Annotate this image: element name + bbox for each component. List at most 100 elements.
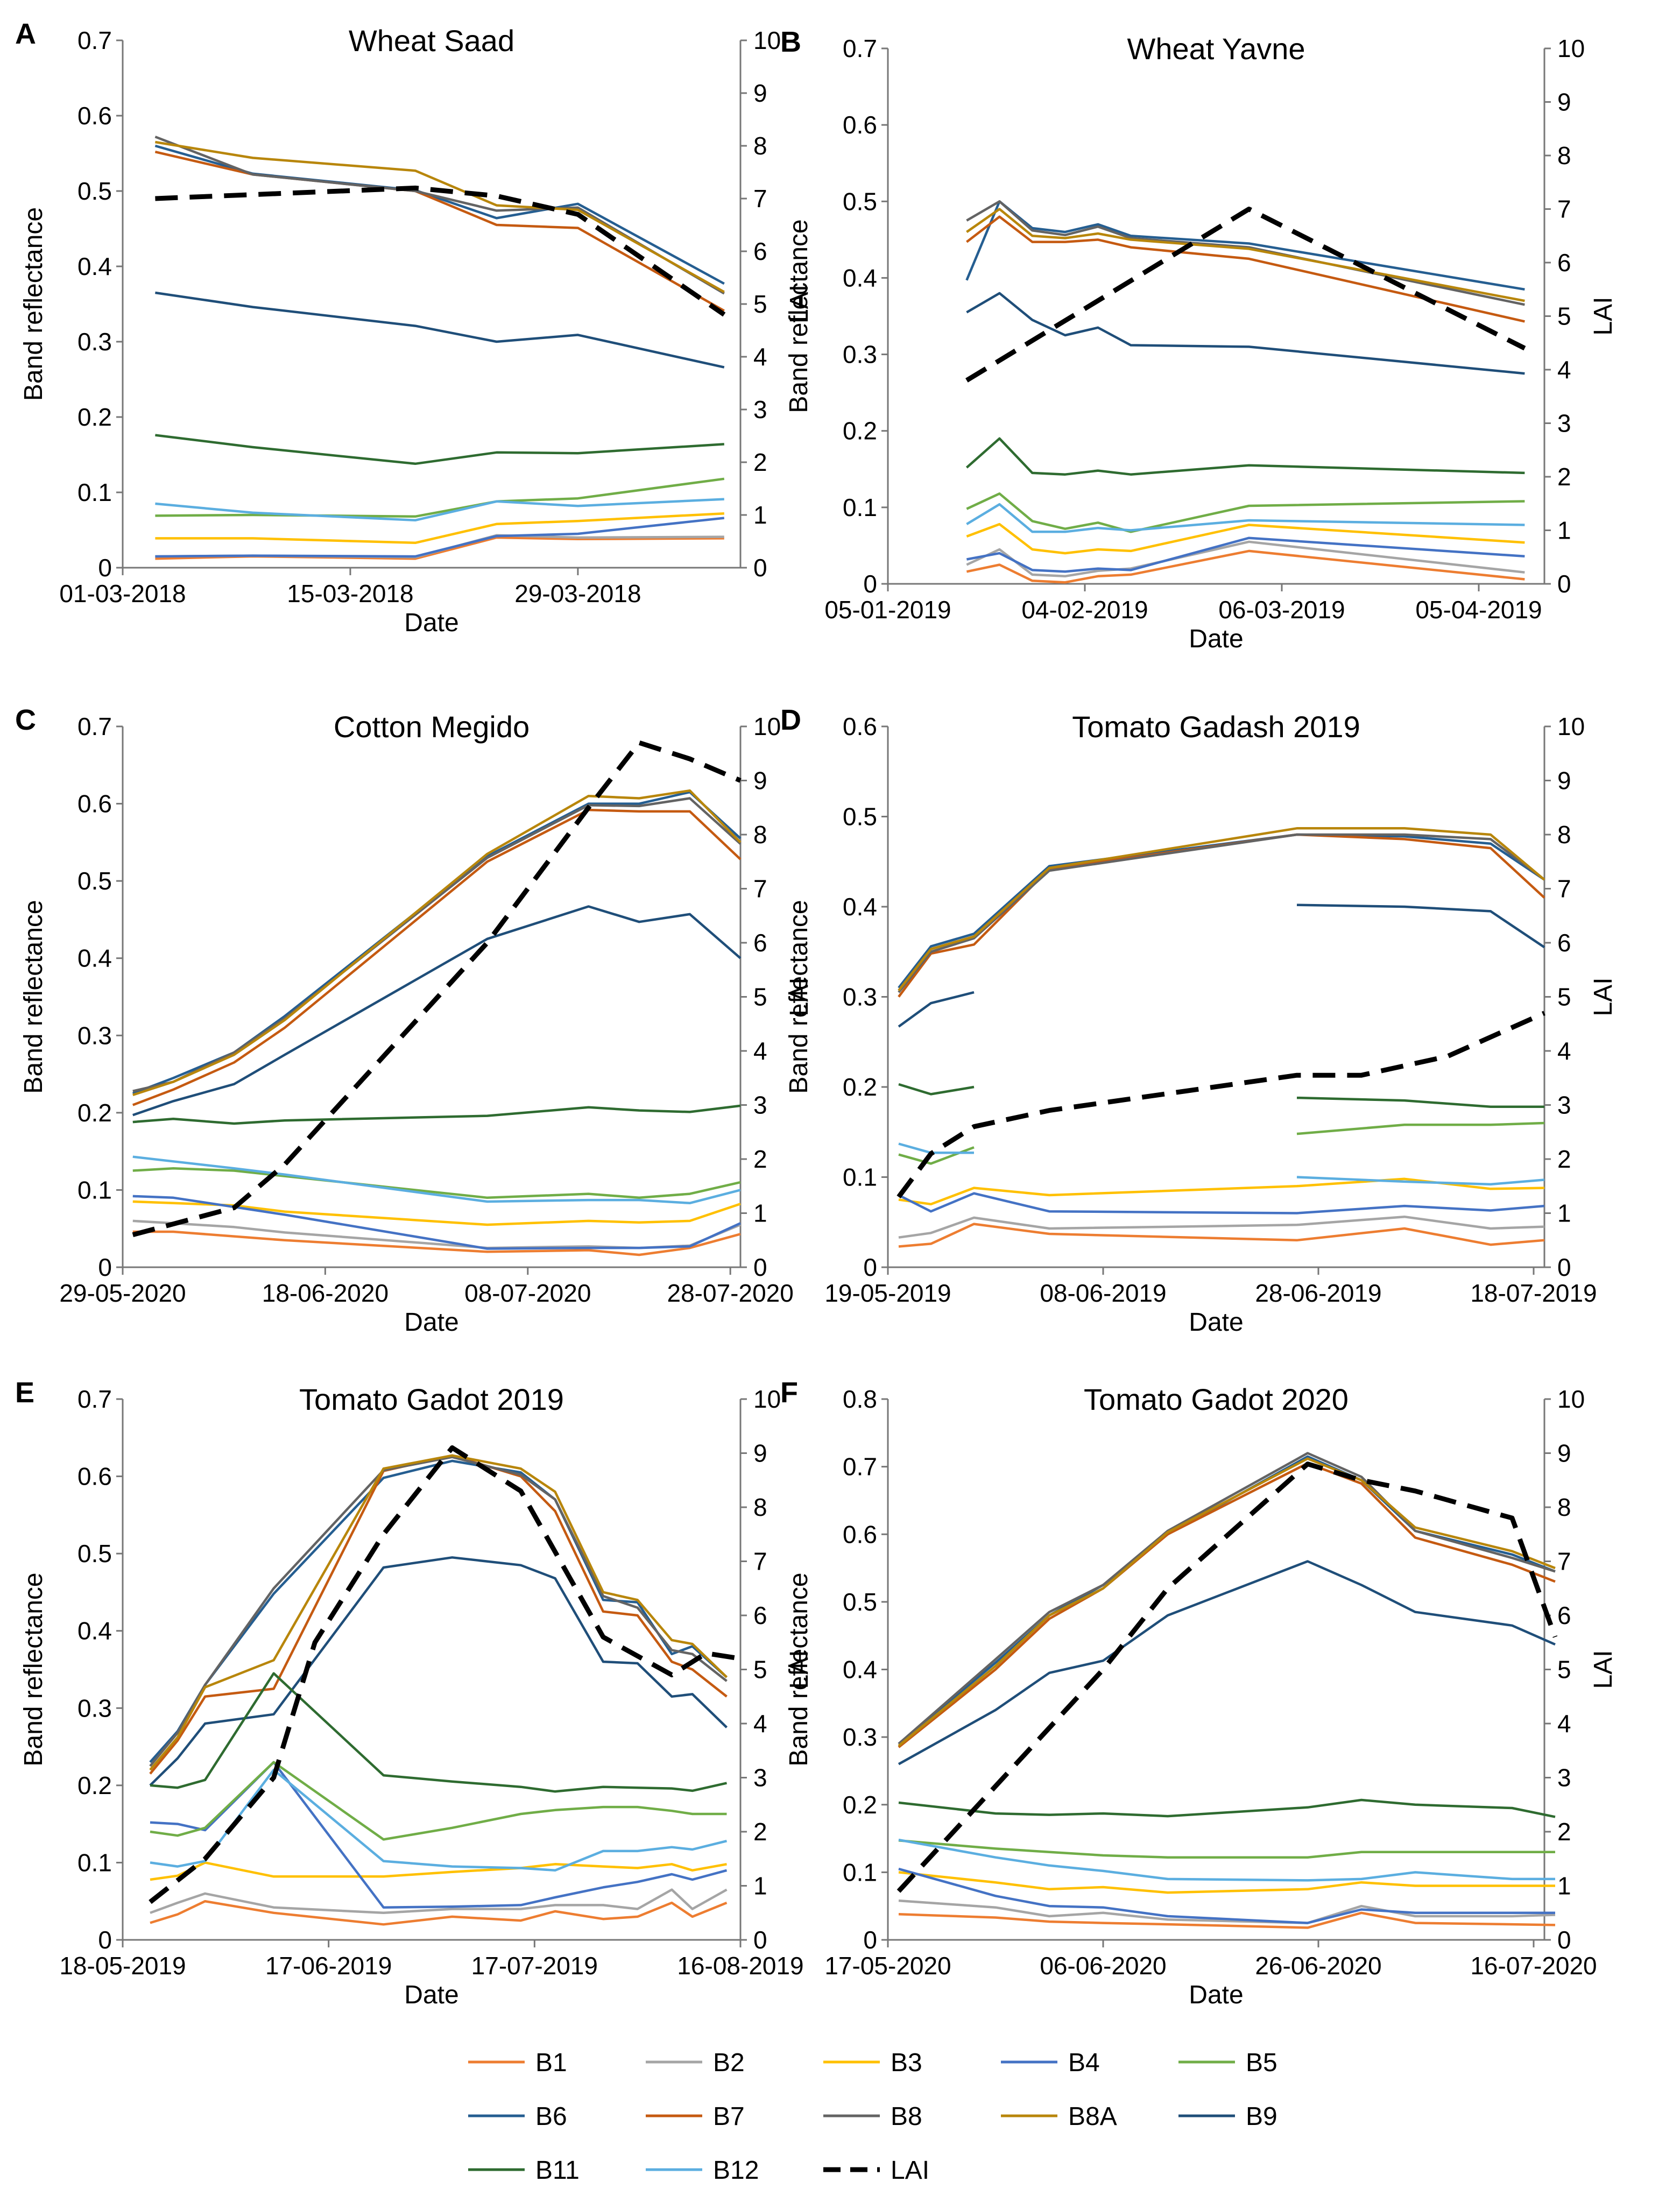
series-line-b8a (149, 1454, 728, 1771)
x-tick-label: 28-06-2019 (1255, 1279, 1381, 1307)
series-line-b5 (150, 1761, 727, 1841)
series-line-b1 (898, 1911, 1556, 1929)
y2-axis-label: LAI (785, 977, 814, 1016)
y-tick-label: 0.5 (843, 803, 877, 831)
y2-tick-label: 10 (753, 712, 781, 740)
series-line-b8a (132, 789, 742, 1096)
series-line-b7 (149, 1454, 728, 1775)
x-tick-label: 18-06-2020 (262, 1279, 389, 1307)
series-line-b11 (132, 1104, 741, 1125)
legend-item-b8a: B8A (1001, 2102, 1117, 2131)
y-tick-label: 0.7 (77, 1385, 112, 1413)
y2-tick-label: 1 (1557, 1199, 1571, 1227)
y-tick-label: 0.6 (77, 1463, 112, 1491)
series-line-b6 (132, 790, 742, 1095)
series-line-b9 (966, 292, 1525, 375)
x-tick-label: 26-06-2020 (1255, 1952, 1381, 1980)
series-line-b12 (132, 1155, 741, 1205)
series-line-b8a (898, 827, 1545, 992)
y2-tick-label: 7 (1557, 875, 1571, 903)
y-tick-label: 0.4 (77, 252, 112, 280)
x-axis-label: Date (404, 1308, 458, 1337)
y2-tick-label: 2 (753, 448, 767, 476)
y-tick-label: 0.3 (843, 341, 877, 369)
series-line-b2 (966, 540, 1525, 578)
series-line-b9 (898, 1560, 1556, 1766)
legend-label: B12 (713, 2156, 759, 2185)
x-tick-label: 28-07-2020 (667, 1279, 794, 1307)
y2-tick-label: 4 (1557, 1037, 1571, 1065)
y2-tick-label: 5 (753, 290, 767, 318)
legend-label: B6 (535, 2102, 567, 2131)
series-line-b1 (898, 1223, 1545, 1248)
y2-tick-label: 5 (753, 1656, 767, 1684)
y-tick-label: 0 (863, 570, 877, 598)
y-tick-label: 0.2 (843, 417, 877, 445)
series-line-b1 (150, 1900, 728, 1926)
chart-title: Cotton Megido (334, 710, 530, 744)
x-tick-label: 29-05-2020 (59, 1279, 186, 1307)
y-tick-label: 0.1 (77, 1176, 112, 1204)
series-line-b3 (132, 1200, 741, 1226)
y2-tick-label: 9 (753, 1439, 767, 1467)
y-axis-label: Band reflectance (785, 219, 813, 413)
series-line-b7 (132, 808, 742, 1106)
y2-tick-label: 9 (1557, 88, 1571, 116)
x-tick-label: 18-07-2019 (1470, 1279, 1597, 1307)
y2-tick-label: 0 (753, 554, 767, 582)
y-tick-label: 0.2 (843, 1073, 877, 1101)
y-tick-label: 0 (98, 554, 112, 582)
y-tick-label: 0.6 (843, 1520, 877, 1548)
y2-tick-label: 3 (753, 1764, 767, 1792)
y2-tick-label: 3 (1557, 409, 1571, 437)
y2-tick-label: 6 (1557, 929, 1571, 957)
y2-tick-label: 0 (1557, 1926, 1571, 1954)
series-line-b8 (966, 200, 1525, 306)
y-tick-label: 0.6 (843, 111, 877, 139)
y-tick-label: 0 (863, 1253, 877, 1281)
legend-item-lai: LAI (823, 2156, 929, 2185)
y2-tick-label: 4 (753, 1710, 767, 1738)
y2-tick-label: 3 (753, 396, 767, 423)
y2-tick-label: 10 (1557, 712, 1585, 740)
legend-item-b8: B8 (823, 2102, 922, 2131)
legend-label: B8A (1068, 2102, 1117, 2131)
series-line-b12 (966, 503, 1525, 533)
y2-tick-label: 0 (753, 1253, 767, 1281)
series-line-b8 (132, 797, 742, 1092)
y2-axis-label: LAI (785, 1650, 814, 1689)
series-line-b5 (898, 1839, 1555, 1859)
series-line-b4 (132, 1195, 741, 1250)
series-line-b5 (898, 1121, 1545, 1165)
series-line-b4 (966, 536, 1525, 573)
y2-axis-label: LAI (1589, 1650, 1618, 1689)
x-tick-label: 17-07-2019 (471, 1952, 598, 1980)
legend-label: B2 (713, 2049, 745, 2077)
y-tick-label: 0.1 (843, 493, 877, 521)
series-line-b9 (898, 903, 1545, 1028)
y2-tick-label: 3 (1557, 1764, 1571, 1792)
y-tick-label: 0 (98, 1253, 112, 1281)
y2-tick-label: 10 (753, 26, 781, 54)
x-tick-label: 19-05-2019 (824, 1279, 951, 1307)
series-line-b8 (898, 1452, 1556, 1745)
chart-title: Wheat Saad (349, 24, 514, 58)
series-line-b12 (150, 1768, 728, 1872)
series-line-b3 (155, 512, 724, 545)
legend-item-b7: B7 (646, 2102, 745, 2131)
y2-tick-label: 8 (753, 821, 767, 849)
panel-letter: F (780, 1376, 798, 1409)
x-tick-label: 01-03-2018 (59, 580, 186, 608)
y2-tick-label: 2 (1557, 1145, 1571, 1173)
series-line-b1 (966, 549, 1525, 584)
y-tick-label: 0.4 (77, 1617, 112, 1645)
series-line-lai (965, 207, 1526, 383)
series-line-b1 (132, 1230, 741, 1256)
y2-tick-label: 5 (1557, 302, 1571, 330)
y2-tick-label: 10 (1557, 1385, 1585, 1413)
y2-tick-label: 10 (1557, 34, 1585, 62)
x-tick-label: 05-04-2019 (1415, 596, 1542, 624)
y-tick-label: 0.2 (843, 1791, 877, 1819)
y-tick-label: 0.7 (77, 712, 112, 740)
